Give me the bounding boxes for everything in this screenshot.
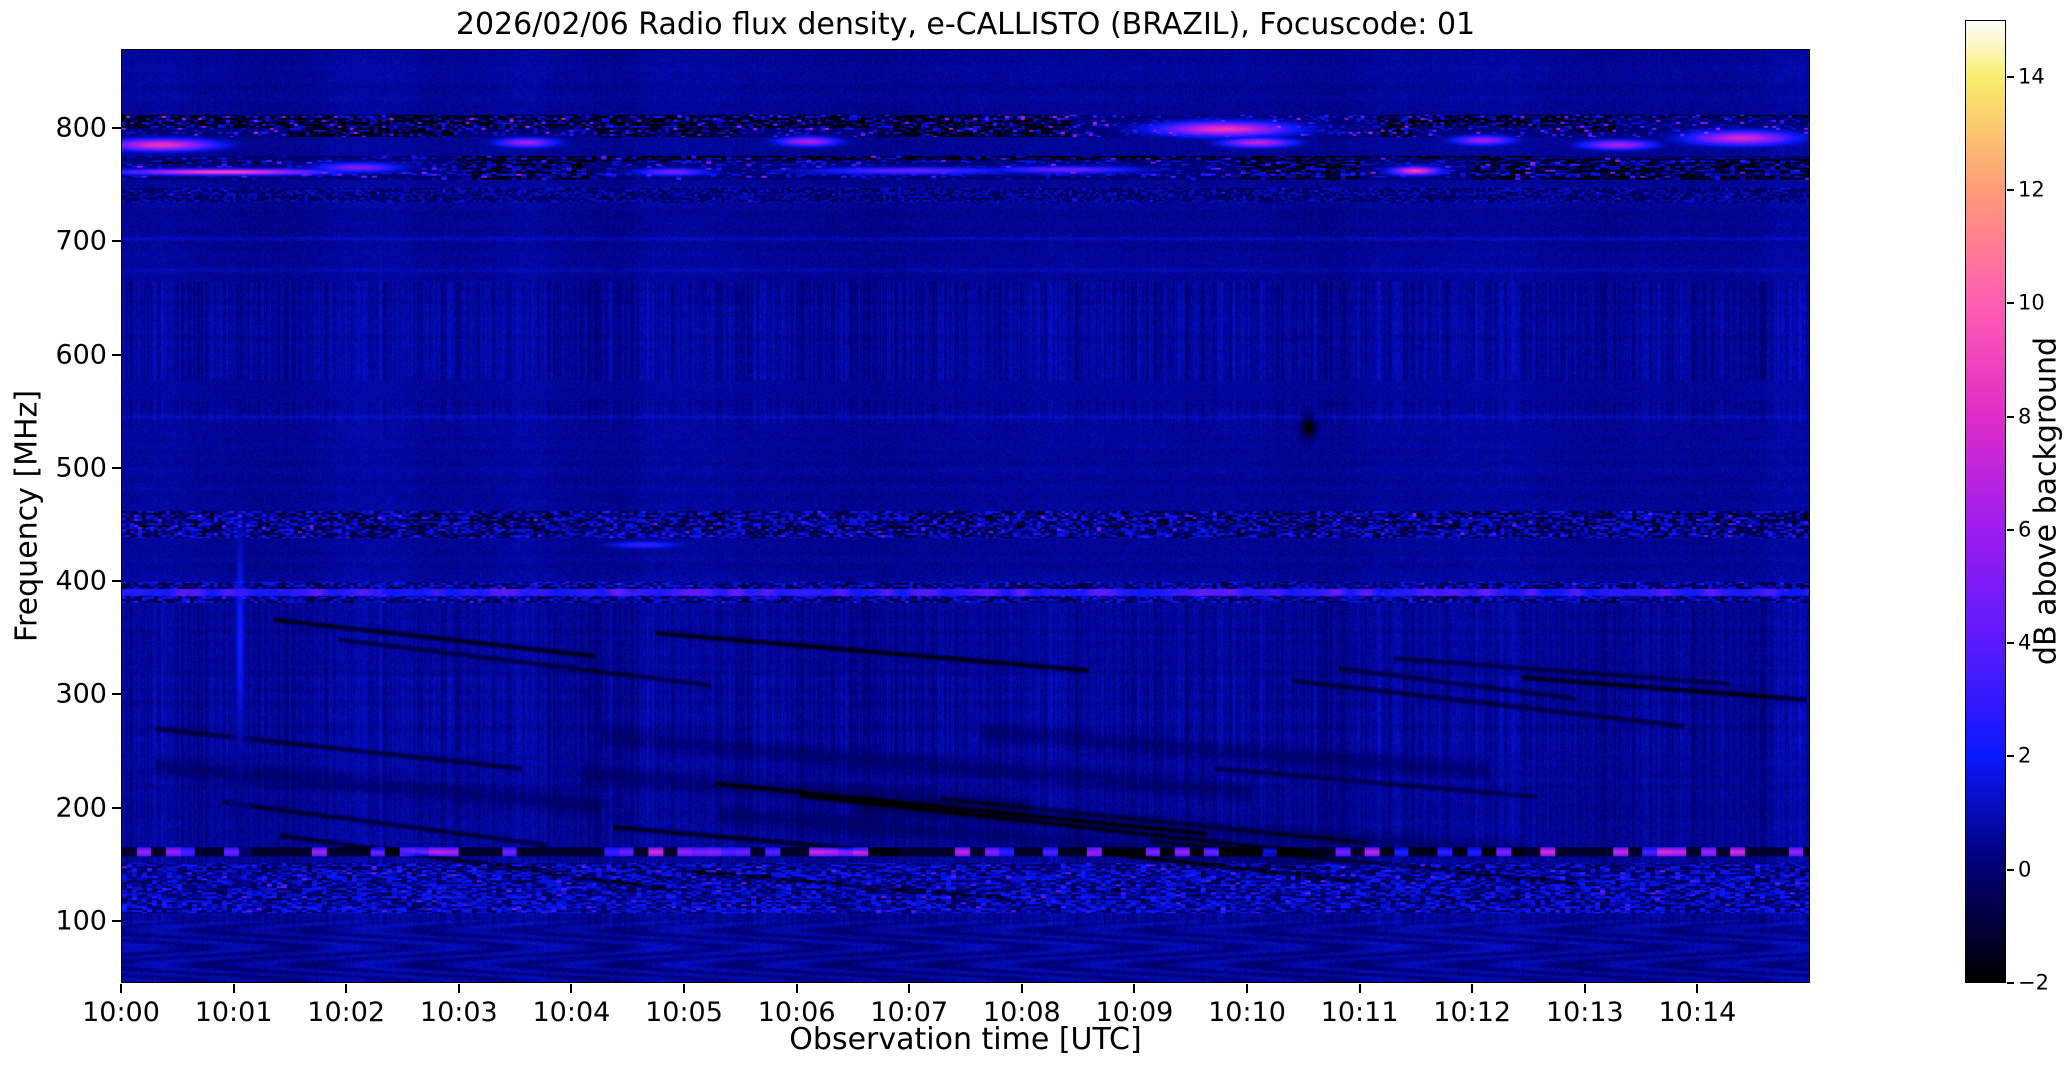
x-tick-label: 10:13 (1545, 997, 1624, 1028)
y-tick-label: 400 (55, 565, 107, 597)
colorbar-tick-mark (2007, 755, 2014, 758)
spectrogram-canvas (122, 50, 1809, 982)
colorbar-tick-mark (2007, 188, 2014, 191)
y-tick-label: 100 (55, 905, 107, 937)
x-tick-label: 10:08 (982, 997, 1061, 1028)
x-tick-label: 10:07 (870, 997, 949, 1028)
colorbar-gradient (1966, 21, 2005, 982)
x-tick-mark (795, 984, 798, 993)
x-tick-label: 10:02 (307, 997, 386, 1028)
x-tick-mark (1133, 984, 1136, 993)
y-tick-mark (112, 919, 121, 922)
y-tick-mark (112, 693, 121, 696)
colorbar-tick-mark (2007, 75, 2014, 78)
x-tick-mark (1358, 984, 1361, 993)
x-tick-label: 10:05 (645, 997, 723, 1028)
x-tick-label: 10:04 (532, 997, 611, 1028)
colorbar-tick-mark (2007, 642, 2014, 645)
y-tick-mark (112, 240, 121, 243)
colorbar-tick-label: 8 (2018, 404, 2032, 429)
x-tick-mark (232, 984, 235, 993)
x-tick-mark (908, 984, 911, 993)
x-axis-label: Observation time [UTC] (789, 1022, 1142, 1057)
x-tick-mark (457, 984, 460, 993)
x-tick-mark (570, 984, 573, 993)
x-tick-label: 10:12 (1433, 997, 1512, 1028)
colorbar-tick-label: 2 (2018, 743, 2032, 768)
x-tick-mark (345, 984, 348, 993)
colorbar-tick-label: 0 (2018, 857, 2032, 882)
x-tick-label: 10:06 (757, 997, 836, 1028)
colorbar-tick-label: 10 (2018, 290, 2045, 315)
x-tick-mark (120, 984, 122, 993)
colorbar-tick-mark (2007, 415, 2014, 418)
colorbar-tick-mark (2007, 982, 2014, 984)
y-tick-label: 500 (55, 452, 107, 484)
plot-area (121, 49, 1810, 983)
y-tick-mark (112, 466, 121, 469)
colorbar (1965, 20, 2006, 983)
colorbar-tick-label: 6 (2018, 517, 2032, 542)
y-tick-label: 700 (55, 225, 107, 257)
x-tick-mark (683, 984, 685, 993)
x-tick-mark (1471, 984, 1474, 993)
y-tick-mark (112, 806, 121, 809)
colorbar-tick-mark (2007, 868, 2014, 871)
x-tick-mark (1696, 984, 1699, 993)
y-axis-label: Frequency [MHz] (9, 389, 45, 643)
x-tick-label: 10:10 (1208, 997, 1286, 1028)
x-tick-label: 10:14 (1658, 997, 1737, 1028)
chart-title: 2026/02/06 Radio flux density, e-CALLIST… (455, 7, 1476, 42)
x-tick-label: 10:09 (1095, 997, 1174, 1028)
x-tick-label: 10:03 (419, 997, 498, 1028)
y-tick-label: 800 (55, 112, 107, 144)
colorbar-tick-label: 12 (2018, 177, 2045, 202)
colorbar-label: dB above background (2028, 336, 2064, 666)
x-tick-label: 10:11 (1320, 997, 1399, 1028)
y-tick-label: 300 (55, 678, 107, 710)
colorbar-tick-label: 4 (2018, 630, 2032, 655)
colorbar-tick-mark (2007, 302, 2014, 305)
x-tick-mark (1583, 984, 1586, 993)
x-tick-mark (1246, 984, 1248, 993)
colorbar-tick-label: 14 (2018, 64, 2045, 89)
colorbar-tick-label: −2 (2018, 970, 2049, 995)
y-tick-mark (112, 580, 121, 583)
colorbar-tick-mark (2007, 528, 2014, 531)
x-tick-label: 10:01 (194, 997, 273, 1028)
x-tick-label: 10:00 (82, 997, 160, 1028)
y-tick-label: 600 (55, 339, 107, 371)
y-tick-mark (112, 127, 121, 130)
x-tick-mark (1020, 984, 1023, 993)
y-tick-mark (112, 353, 121, 356)
y-tick-label: 200 (55, 792, 107, 824)
